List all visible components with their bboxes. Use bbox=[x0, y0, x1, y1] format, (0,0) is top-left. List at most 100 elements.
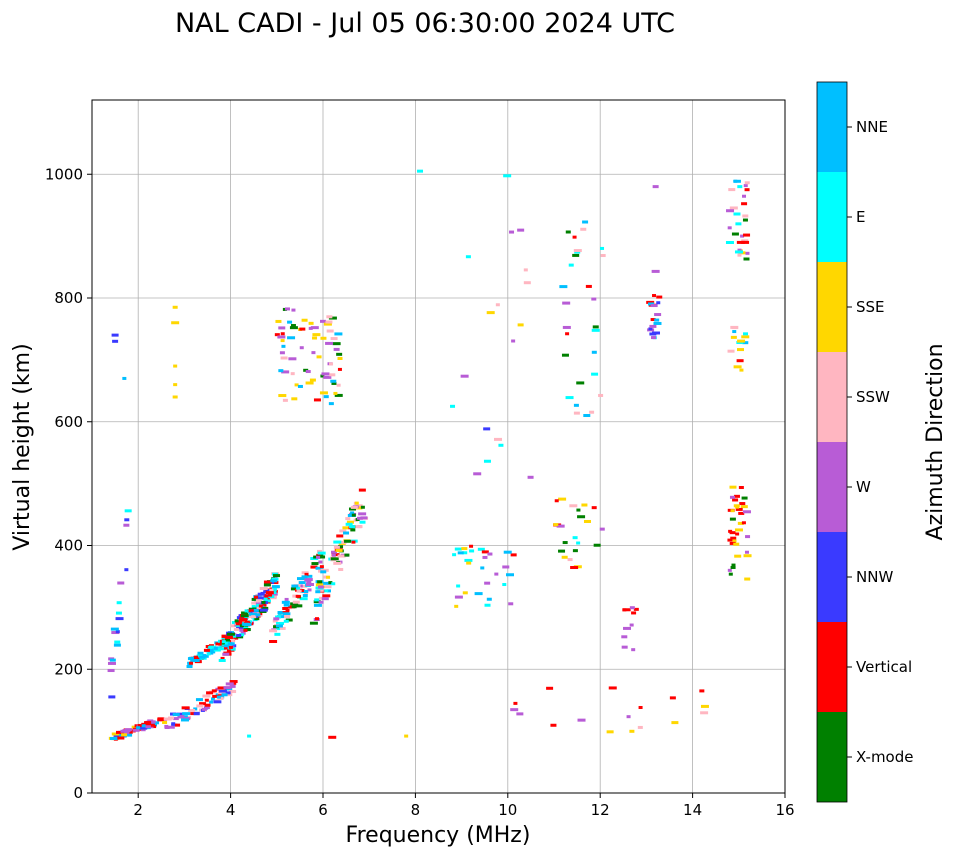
data-point bbox=[481, 550, 489, 554]
x-tick-label: 4 bbox=[226, 801, 236, 819]
data-point bbox=[201, 654, 209, 658]
data-point bbox=[599, 527, 605, 531]
data-point bbox=[213, 700, 222, 704]
data-point bbox=[740, 234, 745, 238]
data-point bbox=[328, 581, 333, 585]
data-point bbox=[257, 592, 265, 596]
data-point bbox=[255, 613, 261, 617]
data-point bbox=[572, 235, 577, 239]
data-point bbox=[735, 507, 743, 511]
data-point bbox=[131, 725, 136, 729]
data-point bbox=[323, 375, 332, 379]
data-point bbox=[301, 318, 308, 322]
data-point bbox=[227, 638, 235, 642]
data-point bbox=[358, 488, 366, 492]
data-point bbox=[350, 511, 355, 515]
data-point bbox=[248, 614, 255, 618]
data-point bbox=[290, 324, 296, 328]
data-point bbox=[469, 549, 475, 553]
data-point bbox=[326, 589, 331, 593]
data-point bbox=[233, 627, 239, 631]
data-point bbox=[145, 725, 154, 729]
data-point bbox=[218, 658, 226, 662]
data-point bbox=[345, 522, 353, 526]
data-point bbox=[316, 555, 321, 559]
colorbar-segment bbox=[817, 262, 847, 352]
data-point bbox=[243, 628, 248, 632]
data-point bbox=[284, 615, 291, 619]
data-point bbox=[282, 307, 287, 311]
colorbar-tick-label: X-mode bbox=[856, 748, 913, 766]
data-point bbox=[258, 604, 263, 608]
data-point bbox=[355, 506, 363, 510]
data-point bbox=[346, 520, 354, 524]
data-point bbox=[739, 368, 744, 372]
data-point bbox=[329, 373, 336, 377]
data-point bbox=[192, 659, 200, 663]
x-tick-label: 2 bbox=[133, 801, 143, 819]
data-point bbox=[360, 505, 365, 509]
data-point bbox=[180, 718, 189, 722]
data-point bbox=[277, 335, 286, 339]
data-point bbox=[306, 582, 315, 586]
data-point bbox=[269, 629, 278, 633]
data-point bbox=[486, 597, 492, 601]
data-point bbox=[271, 585, 280, 589]
data-point bbox=[226, 649, 231, 653]
data-point bbox=[291, 308, 296, 312]
data-point bbox=[567, 558, 573, 562]
data-point bbox=[646, 300, 655, 304]
data-point bbox=[163, 717, 172, 721]
data-point bbox=[306, 574, 313, 578]
data-point bbox=[741, 202, 748, 206]
data-point bbox=[193, 712, 200, 716]
data-point bbox=[311, 562, 319, 566]
data-point bbox=[637, 725, 643, 729]
data-point bbox=[320, 374, 325, 378]
data-point bbox=[321, 372, 330, 376]
data-point bbox=[206, 691, 214, 695]
data-point bbox=[111, 732, 120, 736]
data-point bbox=[417, 169, 424, 173]
data-point bbox=[231, 634, 239, 638]
data-point bbox=[285, 618, 293, 622]
data-point bbox=[671, 721, 679, 725]
data-point bbox=[743, 554, 752, 558]
data-point bbox=[308, 326, 313, 330]
colorbar-tick-label: SSW bbox=[856, 388, 890, 406]
data-point bbox=[700, 711, 709, 715]
data-point bbox=[486, 311, 495, 315]
data-point bbox=[312, 336, 318, 340]
data-point bbox=[338, 567, 344, 571]
data-point bbox=[320, 336, 327, 340]
data-point bbox=[732, 539, 737, 543]
data-point bbox=[294, 383, 299, 387]
data-point bbox=[565, 230, 571, 234]
data-point bbox=[729, 531, 736, 535]
data-point bbox=[254, 617, 260, 621]
data-point bbox=[505, 573, 514, 577]
data-point bbox=[275, 615, 282, 619]
data-point bbox=[147, 719, 154, 723]
data-point bbox=[296, 586, 301, 590]
data-point bbox=[648, 327, 653, 331]
data-point bbox=[574, 250, 581, 254]
data-point bbox=[299, 327, 306, 331]
data-point bbox=[251, 615, 257, 619]
data-point bbox=[454, 547, 462, 551]
data-point bbox=[246, 609, 255, 613]
data-point bbox=[302, 594, 308, 598]
data-point bbox=[132, 728, 140, 732]
data-point bbox=[510, 553, 517, 557]
data-point bbox=[172, 395, 178, 399]
data-point bbox=[263, 597, 268, 601]
x-tick-label: 8 bbox=[411, 801, 421, 819]
data-point bbox=[217, 693, 224, 697]
data-point bbox=[329, 362, 334, 366]
data-point bbox=[107, 661, 116, 665]
data-point bbox=[254, 614, 259, 618]
data-point bbox=[112, 339, 119, 343]
data-point bbox=[188, 656, 194, 660]
data-point bbox=[740, 505, 748, 509]
data-point bbox=[517, 323, 524, 327]
